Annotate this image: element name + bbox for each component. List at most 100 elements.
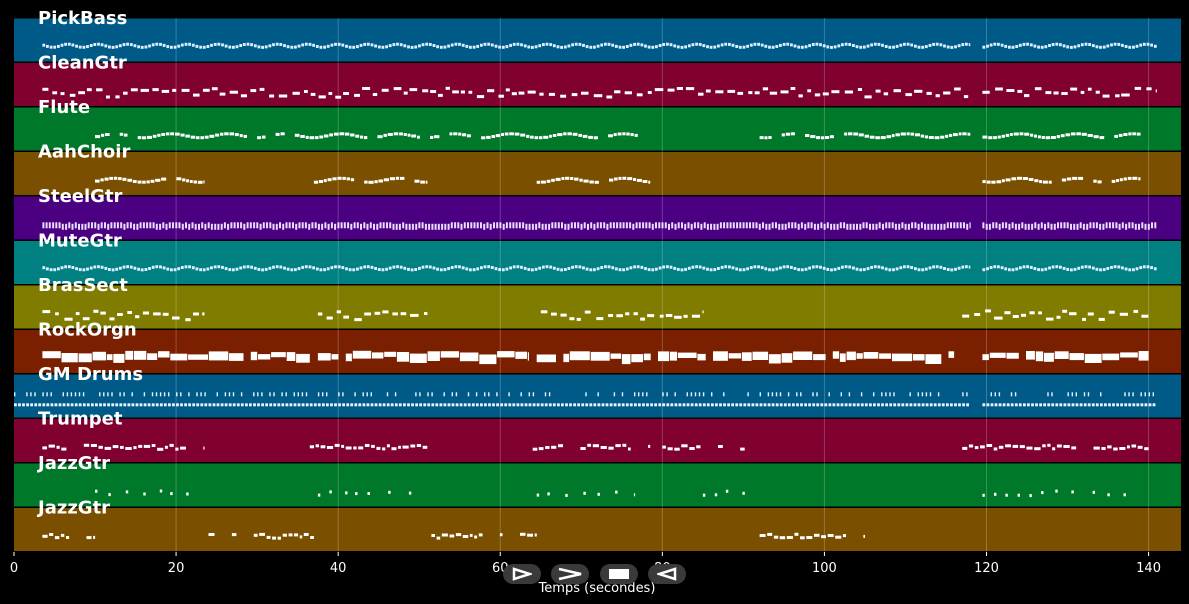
note [232, 403, 236, 407]
note [731, 266, 735, 270]
note [162, 43, 166, 47]
note [315, 136, 319, 140]
note [48, 222, 51, 229]
note [821, 136, 825, 140]
note [633, 42, 636, 46]
note [146, 180, 150, 184]
note [684, 45, 687, 49]
note [937, 403, 941, 407]
note [1045, 91, 1052, 95]
note [755, 222, 758, 229]
note [1150, 43, 1153, 47]
note [180, 133, 185, 137]
note [476, 95, 485, 99]
note [458, 42, 461, 46]
note [309, 403, 313, 407]
note [746, 44, 749, 48]
note [279, 222, 281, 229]
note [443, 403, 447, 407]
note [810, 222, 813, 229]
note [782, 42, 786, 46]
note [685, 87, 695, 91]
play-button[interactable] [503, 564, 541, 584]
note [66, 536, 70, 539]
note [557, 403, 560, 407]
note [443, 268, 447, 272]
note [859, 268, 863, 272]
note [133, 350, 147, 360]
note [1142, 265, 1146, 269]
note [118, 177, 122, 181]
note [58, 222, 61, 229]
note [243, 134, 247, 138]
note [1026, 446, 1033, 450]
note [360, 223, 362, 230]
note [1080, 43, 1084, 47]
note [888, 268, 892, 272]
note [436, 45, 439, 49]
note [695, 42, 698, 46]
note [958, 403, 961, 407]
note [390, 403, 394, 407]
note [323, 268, 326, 272]
note [286, 45, 290, 49]
note [1012, 315, 1019, 318]
note [1008, 223, 1011, 230]
note [377, 268, 381, 271]
note [1147, 223, 1150, 230]
track-lane [14, 463, 1181, 507]
note [728, 42, 731, 46]
note [215, 133, 220, 137]
note [616, 314, 623, 318]
note [122, 43, 126, 47]
note [813, 354, 826, 361]
note [304, 42, 308, 46]
note [60, 533, 65, 537]
note [646, 392, 648, 397]
note [180, 392, 182, 397]
note [828, 403, 832, 407]
note [844, 42, 848, 46]
note [771, 268, 775, 272]
stop-icon [609, 569, 629, 579]
note [690, 392, 693, 397]
note [914, 222, 917, 229]
note [494, 44, 498, 48]
note [1010, 392, 1013, 397]
stop-button[interactable] [600, 564, 638, 584]
note [396, 42, 399, 46]
note [298, 222, 301, 229]
note [633, 178, 636, 181]
note [256, 222, 259, 229]
note [297, 403, 301, 407]
note [345, 44, 348, 48]
note [308, 42, 312, 46]
note [549, 265, 553, 269]
note [1071, 490, 1074, 494]
note [257, 136, 261, 140]
note [301, 265, 305, 269]
note [754, 91, 760, 95]
note [99, 392, 101, 397]
note [1055, 42, 1059, 46]
note [1125, 223, 1128, 230]
note [1021, 313, 1026, 317]
note [784, 223, 787, 230]
forward-button[interactable] [551, 564, 589, 584]
note [610, 353, 622, 359]
note [200, 136, 204, 140]
note [665, 314, 673, 317]
note [431, 223, 434, 230]
note [829, 135, 834, 139]
note [608, 314, 614, 317]
note [907, 223, 910, 230]
note [465, 267, 469, 271]
note [1087, 392, 1090, 397]
back-button[interactable] [648, 564, 686, 584]
note [30, 392, 32, 397]
note [628, 447, 631, 451]
note [1071, 392, 1073, 397]
note [1063, 222, 1066, 229]
note [654, 403, 657, 407]
note [551, 222, 554, 229]
